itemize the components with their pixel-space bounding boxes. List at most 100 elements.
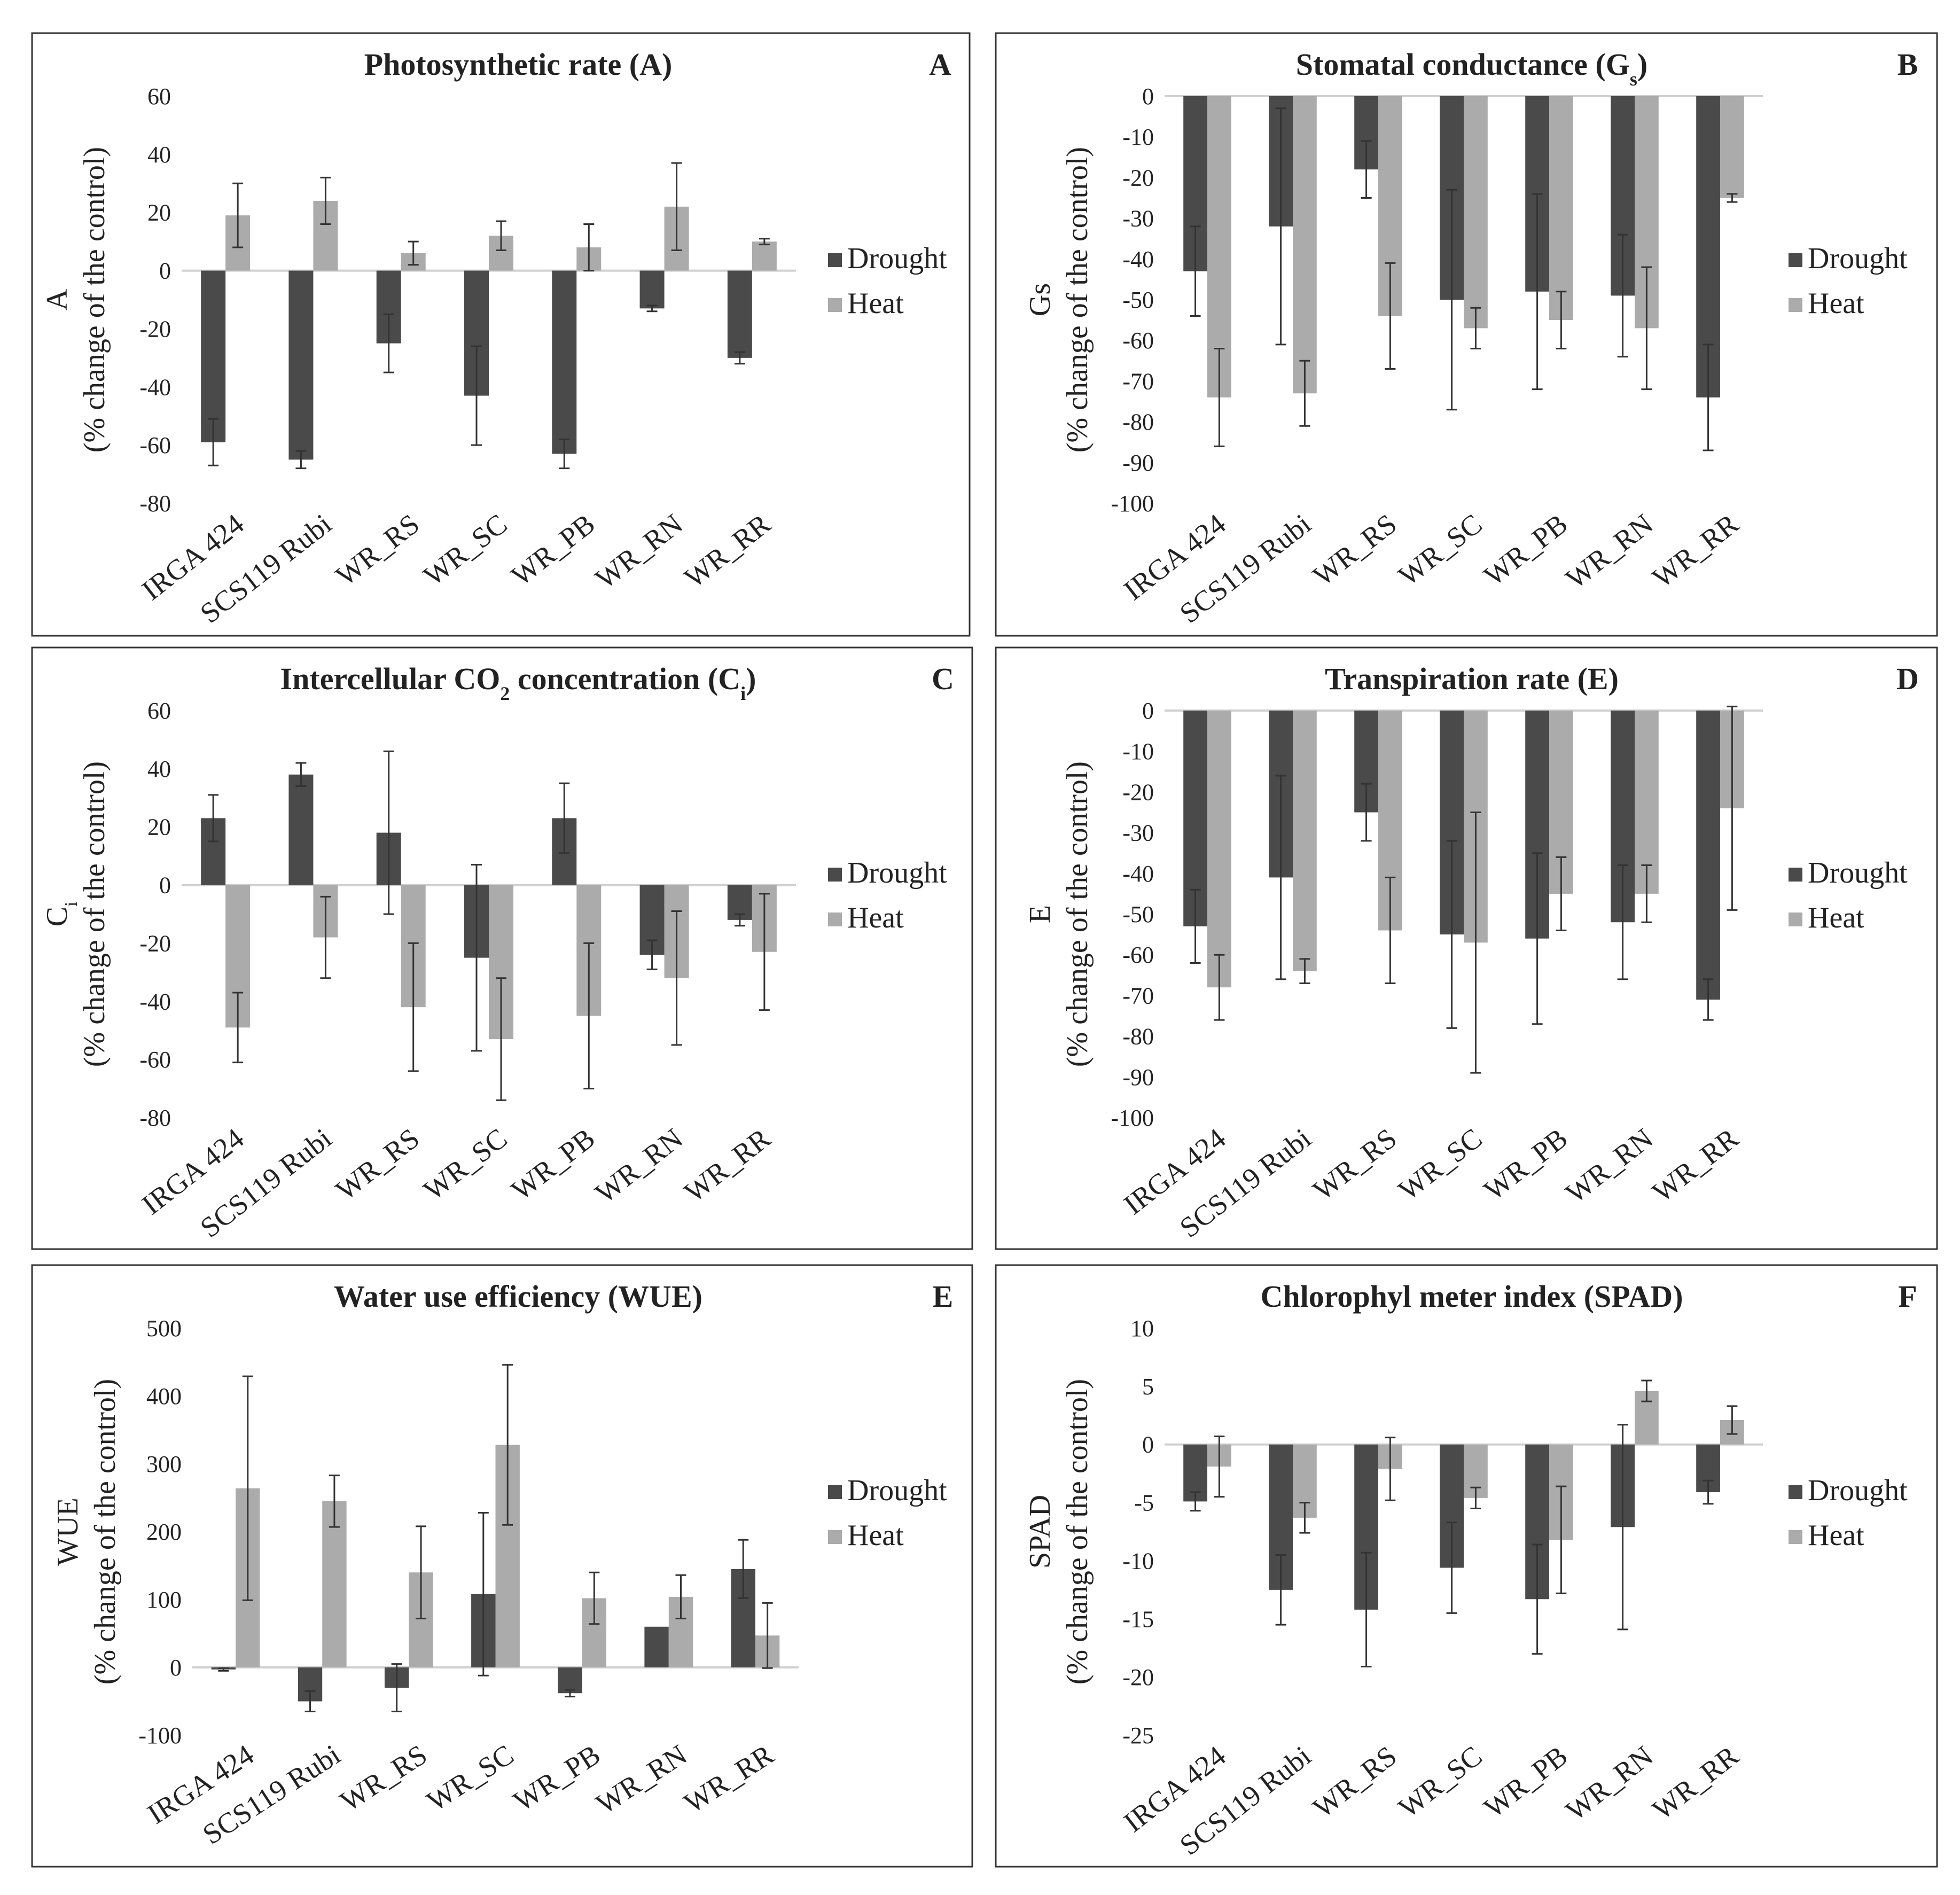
bar-drought: [727, 270, 752, 358]
legend-swatch-drought: [1789, 868, 1802, 882]
chart-title: Photosynthetic rate (A): [364, 47, 673, 82]
chart-panel-c: Intercellular CO2 concentration (Ci) C 60 4…: [31, 646, 973, 1250]
legend-label-heat: Heat: [1808, 901, 1864, 934]
y-tick-label: -70: [1122, 368, 1154, 394]
y-tick-label: -80: [139, 1105, 171, 1131]
y-tick-label: 300: [146, 1451, 182, 1477]
chart-title: Chlorophyl meter index (SPAD): [1260, 1279, 1683, 1314]
bar-drought: [1696, 711, 1720, 1000]
y-tick-label: 40: [147, 756, 171, 782]
legend-label-heat: Heat: [1808, 287, 1864, 320]
bar-drought: [644, 1626, 669, 1667]
legend-swatch-drought: [828, 868, 842, 882]
legend-swatch-heat: [1789, 298, 1802, 312]
legend-swatch-drought: [828, 1485, 842, 1499]
y-tick-label: -40: [1122, 861, 1154, 887]
panel-letter: B: [1897, 47, 1918, 82]
panel-letter: D: [1896, 661, 1919, 696]
y-tick-label: -20: [1122, 1664, 1154, 1690]
chart-panel-a: Photosynthetic rate (A) A 60 40 20 0 -20 -40 -60…: [31, 32, 971, 637]
legend-label-heat: Heat: [1808, 1519, 1864, 1552]
y-tick-label: -100: [1111, 1105, 1154, 1131]
legend-swatch-drought: [1789, 253, 1802, 267]
y-tick-label: -40: [139, 374, 171, 400]
chart-panel-e: Water use efficiency (WUE) E 500 400 300 200 1…: [31, 1264, 973, 1868]
legend-label-heat: Heat: [847, 287, 904, 320]
y-tick-label: -60: [1122, 942, 1154, 968]
y-tick-label: 20: [147, 200, 171, 226]
legend-swatch-drought: [1789, 1485, 1802, 1499]
y-tick-label: 10: [1130, 1315, 1154, 1342]
legend-swatch-heat: [828, 298, 842, 312]
y-axis-label: A: [41, 288, 74, 310]
y-tick-label: -20: [139, 316, 171, 342]
y-tick-label: -50: [1122, 901, 1154, 927]
y-tick-label: -60: [1122, 327, 1154, 354]
legend-label-drought: Drought: [847, 242, 947, 275]
bar-heat: [1720, 96, 1744, 198]
y-axis-sublabel: (% change of the control): [1061, 761, 1094, 1067]
y-tick-label: -5: [1134, 1490, 1154, 1516]
y-tick-label: 5: [1142, 1374, 1154, 1400]
bar-drought: [288, 774, 314, 885]
y-tick-label: -20: [1122, 779, 1154, 805]
bar-drought: [201, 270, 226, 442]
bar-heat: [322, 1501, 347, 1667]
y-axis-label: Ci: [41, 902, 81, 927]
y-axis-sublabel: (% change of the control): [78, 147, 111, 453]
chart-title: Stomatal conductance (Gs): [1296, 47, 1647, 90]
y-axis-sublabel: (% change of the control): [1061, 1379, 1094, 1685]
bar-drought: [639, 270, 665, 309]
bar-heat: [752, 241, 777, 271]
y-tick-label: -60: [139, 432, 171, 458]
legend-label-heat: Heat: [847, 901, 904, 934]
y-axis-sublabel: (% change of the control): [78, 761, 111, 1067]
bar-heat: [1207, 96, 1231, 397]
y-tick-label: -25: [1122, 1722, 1154, 1749]
legend-label-drought: Drought: [847, 856, 947, 890]
y-tick-label: 0: [1142, 1432, 1154, 1458]
y-tick-label: 0: [170, 1655, 182, 1681]
y-tick-label: -80: [139, 490, 171, 517]
chart-panel-d: Transpiration rate (E) D 0 -10 -20 -30 -40 -50 -…: [995, 646, 1938, 1250]
y-tick-label: 0: [1142, 698, 1154, 724]
y-tick-label: -10: [1122, 124, 1154, 150]
legend-swatch-drought: [828, 253, 842, 267]
y-tick-label: 0: [159, 872, 171, 899]
y-tick-label: -80: [1122, 409, 1154, 435]
panel-letter: C: [932, 661, 954, 696]
chart-title: Water use efficiency (WUE): [334, 1279, 702, 1314]
panel-letter: A: [929, 47, 951, 82]
y-tick-label: -30: [1122, 820, 1154, 846]
y-tick-label: -70: [1122, 982, 1154, 1009]
y-tick-label: -50: [1122, 287, 1154, 313]
y-tick-label: 0: [159, 258, 171, 284]
y-axis-label: WUE: [51, 1498, 84, 1566]
panel-border: [995, 1264, 1938, 1868]
chart-panel-b: Stomatal conductance (Gs) B 0 -10 -20 -30 -40 -…: [995, 32, 1938, 637]
chart-panel-f: Chlorophyl meter index (SPAD) F 10 5 0 -5 -10 -…: [995, 1264, 1938, 1868]
y-tick-label: 60: [147, 83, 171, 110]
legend-swatch-heat: [1789, 1530, 1802, 1544]
panel-letter: F: [1898, 1279, 1917, 1314]
y-tick-label: 400: [146, 1383, 182, 1409]
bar-heat: [1635, 711, 1659, 894]
bar-drought: [288, 270, 314, 460]
y-tick-label: -80: [1122, 1024, 1154, 1050]
y-tick-label: -100: [1111, 490, 1154, 517]
y-axis-label: Gs: [1024, 283, 1057, 316]
y-tick-label: 500: [146, 1315, 182, 1342]
y-tick-label: -90: [1122, 1064, 1154, 1090]
y-tick-label: -10: [1122, 738, 1154, 765]
y-tick-label: -40: [1122, 246, 1154, 272]
legend-swatch-heat: [1789, 913, 1802, 926]
y-axis-sublabel: (% change of the control): [1061, 147, 1094, 453]
panel-border: [31, 32, 971, 637]
y-axis-label: E: [1024, 905, 1057, 923]
chart-title: Intercellular CO2 concentration (Ci): [280, 661, 756, 704]
y-tick-label: 40: [147, 142, 171, 168]
panel-letter: E: [933, 1279, 954, 1314]
y-tick-label: 200: [146, 1519, 182, 1545]
legend-label-drought: Drought: [847, 1474, 947, 1507]
bar-heat: [1464, 96, 1488, 329]
